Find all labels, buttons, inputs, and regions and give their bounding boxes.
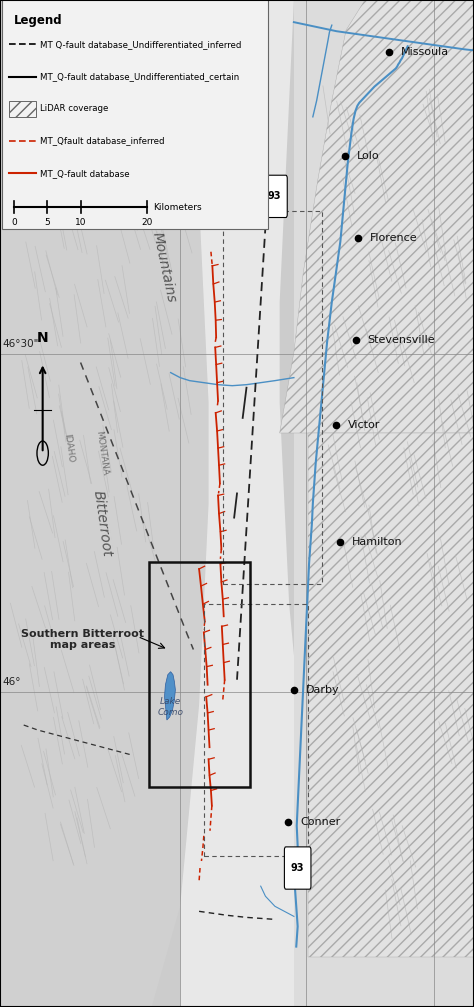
Text: N: N: [37, 331, 48, 345]
Text: MT_Qfault database_inferred: MT_Qfault database_inferred: [40, 137, 165, 145]
Text: Stevensville: Stevensville: [367, 335, 435, 345]
Text: IDAHO: IDAHO: [62, 433, 75, 463]
Text: LiDAR coverage: LiDAR coverage: [40, 105, 109, 113]
Polygon shape: [280, 0, 474, 433]
Text: Victor: Victor: [347, 420, 380, 430]
Polygon shape: [308, 433, 474, 957]
Text: MT_Q-fault database_Undifferentiated_certain: MT_Q-fault database_Undifferentiated_cer…: [40, 73, 239, 81]
Text: 93: 93: [291, 863, 304, 873]
Text: 20: 20: [141, 218, 153, 227]
FancyBboxPatch shape: [284, 847, 311, 889]
Polygon shape: [0, 0, 209, 1007]
FancyBboxPatch shape: [261, 175, 287, 218]
Text: Kilometers: Kilometers: [153, 203, 201, 211]
Text: Hamilton: Hamilton: [352, 537, 403, 547]
Text: 93: 93: [267, 191, 281, 201]
Text: Mountains: Mountains: [149, 231, 178, 303]
Text: Lake
Como: Lake Como: [158, 697, 183, 717]
Text: Bitterroot: Bitterroot: [91, 489, 113, 558]
Text: 10: 10: [75, 218, 86, 227]
Text: Conner: Conner: [300, 817, 340, 827]
Text: MONTANA: MONTANA: [94, 430, 109, 476]
Text: Legend: Legend: [14, 14, 63, 27]
Text: Missoula: Missoula: [401, 47, 449, 57]
Polygon shape: [164, 672, 175, 720]
Polygon shape: [180, 0, 318, 1007]
Text: MT_Q-fault database: MT_Q-fault database: [40, 169, 130, 177]
Text: Darby: Darby: [306, 685, 339, 695]
Bar: [149, 562, 250, 787]
FancyBboxPatch shape: [2, 0, 268, 229]
Text: Lolo: Lolo: [357, 151, 380, 161]
Text: Southern Bitterroot
map areas: Southern Bitterroot map areas: [21, 628, 145, 651]
Polygon shape: [294, 0, 474, 1007]
Text: 46°: 46°: [2, 677, 21, 687]
Text: 46°30": 46°30": [2, 339, 39, 349]
Bar: [9, 101, 36, 117]
Text: 0: 0: [11, 218, 17, 227]
Text: Florence: Florence: [370, 233, 417, 243]
Text: MT Q-fault database_Undifferentiated_inferred: MT Q-fault database_Undifferentiated_inf…: [40, 40, 242, 48]
Text: 5: 5: [45, 218, 50, 227]
